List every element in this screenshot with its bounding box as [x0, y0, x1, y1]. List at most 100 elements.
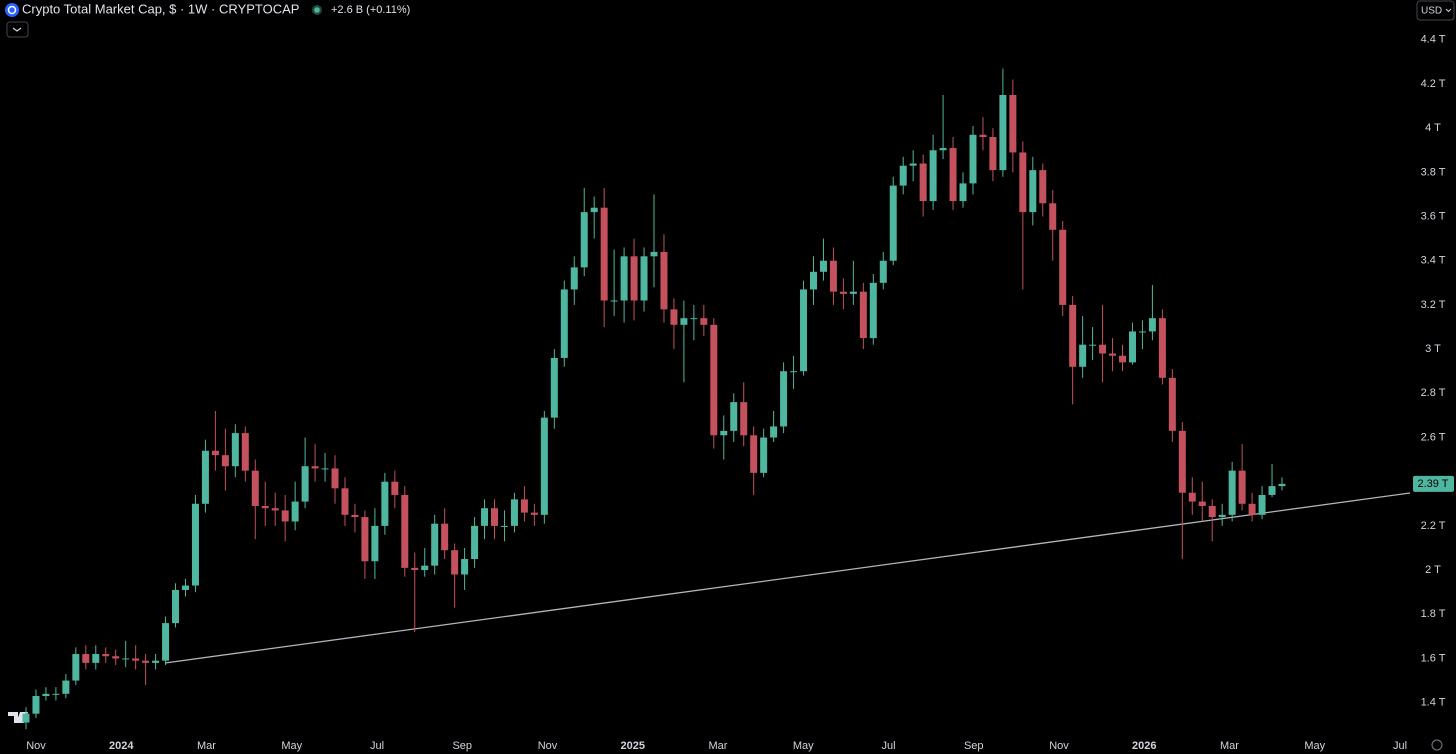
last-price-label: 2.39 T — [1418, 478, 1449, 490]
candle-body — [660, 251, 668, 310]
candle-body — [311, 466, 319, 469]
candle-body — [560, 289, 568, 358]
candle-body — [1019, 152, 1027, 213]
symbol-icon-mark — [7, 5, 17, 15]
candle-body — [421, 565, 429, 571]
candle-body — [181, 585, 189, 590]
candle-body — [112, 656, 120, 659]
candle-body — [690, 318, 698, 320]
candle-body — [849, 291, 857, 294]
candle-body — [1228, 470, 1236, 515]
candle-body — [411, 567, 419, 571]
candle-body — [92, 654, 100, 663]
candle-body — [650, 251, 658, 257]
candle-body — [610, 300, 618, 302]
candle-body — [341, 488, 349, 515]
candle-body — [231, 433, 239, 467]
candle-body — [491, 508, 499, 526]
candle-body — [1049, 203, 1057, 230]
y-tick-label: 1.8 T — [1421, 608, 1446, 620]
candle-body — [1079, 344, 1087, 367]
candle-body — [550, 357, 558, 418]
candle-body — [132, 658, 140, 661]
candle-body — [829, 260, 837, 292]
candle-body — [790, 371, 798, 373]
candle-body — [1039, 170, 1047, 204]
x-tick-label: Sep — [964, 740, 984, 752]
candle-body — [819, 260, 827, 272]
candle-body — [630, 256, 638, 301]
y-tick-label: 3.4 T — [1421, 255, 1446, 267]
candle-body — [351, 514, 359, 518]
candle-body — [859, 291, 867, 339]
x-tick-label: Jul — [881, 740, 895, 752]
candles — [22, 68, 1286, 730]
candle-body — [251, 470, 259, 506]
candle-body — [371, 525, 379, 562]
candle-body — [481, 508, 489, 526]
candle-body — [32, 696, 40, 714]
candle-body — [929, 150, 937, 202]
candle-body — [1268, 486, 1276, 495]
candle-body — [879, 260, 887, 283]
status-dot — [314, 7, 320, 13]
x-tick-label: May — [793, 740, 814, 752]
candle-body — [780, 371, 788, 427]
x-tick-label: 2025 — [621, 740, 645, 752]
candle-body — [1109, 353, 1117, 356]
candle-body — [620, 256, 628, 301]
candle-body — [710, 324, 718, 436]
candle-body — [321, 468, 329, 470]
candle-body — [640, 256, 648, 301]
collapse-icon — [12, 27, 22, 32]
candle-body — [122, 658, 130, 660]
y-tick-label: 2 T — [1425, 564, 1441, 576]
candle-body — [590, 207, 598, 213]
candle-body — [580, 212, 588, 268]
candle-body — [221, 455, 229, 467]
candle-body — [750, 435, 758, 473]
x-tick-label: Nov — [26, 740, 46, 752]
candle-body — [730, 402, 738, 431]
last-price-box — [1413, 475, 1454, 492]
candle-body — [431, 523, 439, 566]
candle-body — [1248, 503, 1256, 515]
candle-body — [201, 450, 209, 504]
candle-body — [441, 523, 449, 551]
candle-body — [600, 207, 608, 301]
candle-body — [291, 501, 299, 522]
x-tick-label: May — [281, 740, 302, 752]
candle-body — [1089, 344, 1097, 346]
candle-body — [939, 148, 947, 151]
candle-body — [52, 693, 60, 695]
candle-body — [361, 517, 369, 562]
candle-body — [391, 481, 399, 495]
candle-body — [381, 481, 389, 526]
y-tick-label: 3 T — [1425, 343, 1441, 355]
currency-button[interactable] — [1416, 0, 1455, 21]
candle-body — [570, 267, 578, 290]
candle-body — [172, 589, 180, 624]
candle-body — [530, 512, 538, 515]
candle-body — [1238, 470, 1246, 504]
candle-body — [1138, 331, 1146, 333]
price-change: +2.6 B (+0.11%) — [331, 4, 410, 16]
candle-body — [740, 402, 748, 436]
settings-icon[interactable] — [1431, 739, 1443, 751]
x-tick-label: 2026 — [1132, 740, 1156, 752]
candle-body — [1069, 304, 1077, 367]
y-tick-label: 3.6 T — [1421, 210, 1446, 222]
candle-body — [889, 185, 897, 261]
collapse-button[interactable] — [6, 21, 29, 38]
x-tick-label: Mar — [709, 740, 728, 752]
x-tick-label: Sep — [452, 740, 472, 752]
x-tick-label: 2024 — [109, 740, 134, 752]
y-tick-label: 1.4 T — [1421, 697, 1446, 709]
candle-body — [241, 433, 249, 471]
candle-body — [670, 309, 678, 325]
candle-body — [839, 291, 847, 294]
symbol-icon — [5, 3, 19, 17]
